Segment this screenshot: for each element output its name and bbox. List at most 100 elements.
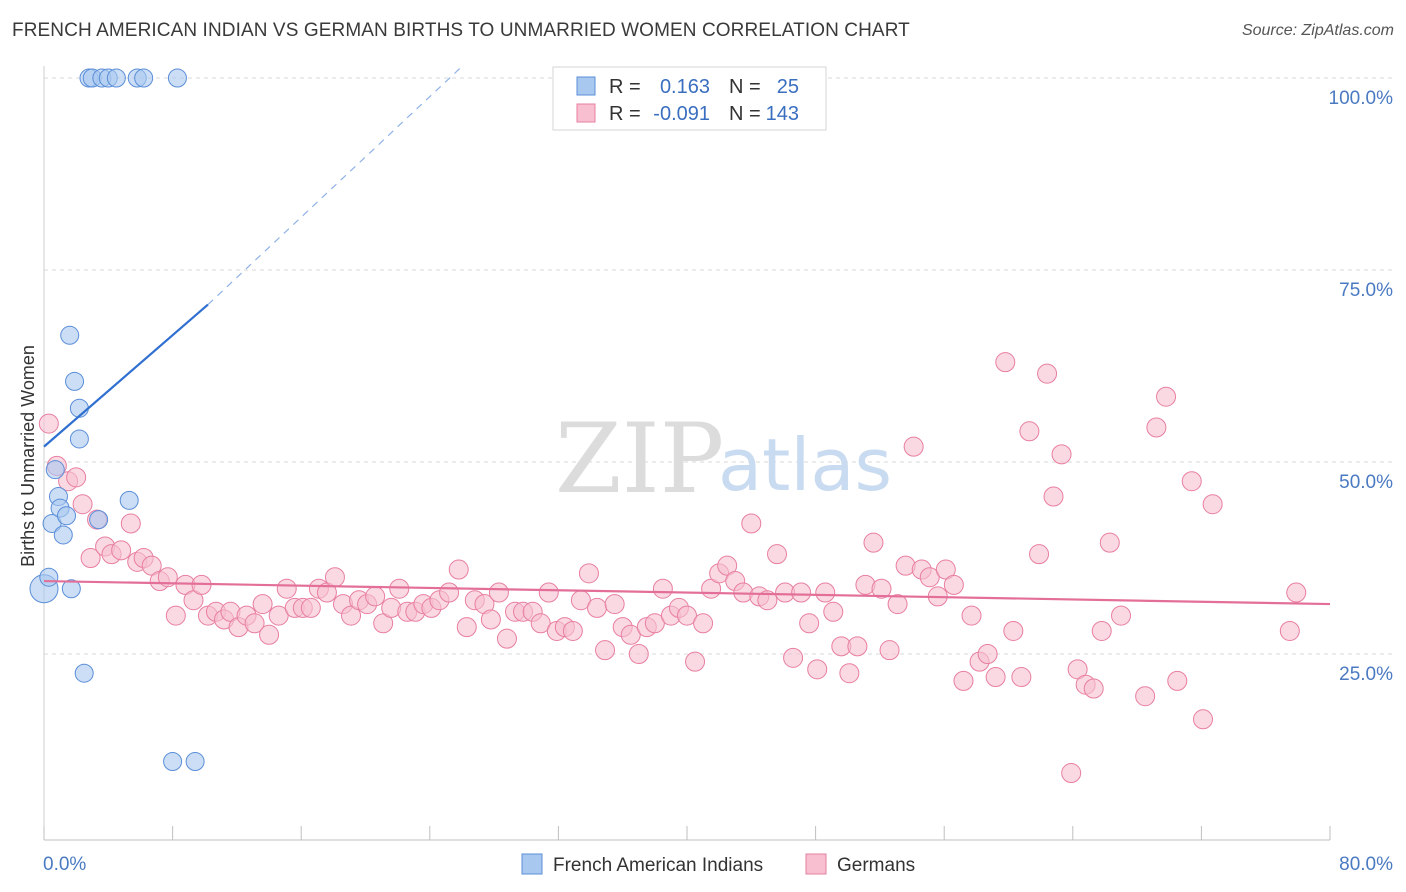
german-point: [995, 352, 1016, 373]
german-point: [961, 605, 982, 626]
german-point: [276, 578, 297, 599]
french-american-indian-point: [74, 663, 94, 683]
german-point: [480, 609, 501, 630]
chart-title: FRENCH AMERICAN INDIAN VS GERMAN BIRTHS …: [12, 20, 910, 41]
german-point: [120, 513, 141, 534]
german-point: [604, 594, 625, 615]
german-point: [586, 597, 607, 618]
german-point: [538, 582, 559, 603]
german-point: [871, 578, 892, 599]
german-point: [815, 582, 836, 603]
german-point: [903, 436, 924, 457]
y-tick-labels: 25.0% 50.0% 75.0% 100.0%: [1329, 88, 1394, 685]
watermark: ZIP atlas: [555, 403, 892, 515]
german-point: [578, 563, 599, 584]
german-point: [1181, 471, 1202, 492]
legend-swatch: [805, 853, 827, 875]
french-american-indian-point: [60, 325, 80, 345]
german-point: [652, 578, 673, 599]
german-point: [757, 590, 778, 611]
german-point: [488, 582, 509, 603]
german-point: [1091, 620, 1112, 641]
german-point: [693, 613, 714, 634]
y-axis-label: Births to Unmarried Women: [18, 345, 38, 567]
watermark-atlas: atlas: [718, 423, 892, 507]
french-american-indian-point: [69, 429, 89, 449]
german-point: [783, 647, 804, 668]
german-point: [300, 597, 321, 618]
german-point: [1135, 686, 1156, 707]
german-point: [1286, 582, 1307, 603]
source-label: Source: ZipAtlas.com: [1241, 22, 1394, 39]
german-point: [562, 620, 583, 641]
german-point: [677, 605, 697, 626]
german-point: [1061, 763, 1082, 784]
y-tick-label: 25.0%: [1339, 664, 1393, 685]
x-tick-label: 80.0%: [1339, 854, 1393, 875]
german-point: [1146, 417, 1167, 438]
legend-swatch: [521, 853, 543, 875]
legend-r-value: 0.163: [660, 76, 710, 98]
german-point: [628, 644, 649, 664]
legend-n-label: N =: [729, 76, 761, 98]
french-american-indian-point: [134, 68, 154, 88]
german-point: [80, 548, 101, 568]
german-point: [496, 628, 517, 649]
axes: [43, 66, 1331, 841]
german-point: [38, 413, 59, 434]
german-point: [1043, 486, 1064, 507]
x-tick-labels: 0.0% 80.0%: [43, 854, 1393, 875]
french-american-indians-trend-extension: [207, 66, 463, 305]
x-tick-label: 0.0%: [43, 854, 86, 875]
german-point: [741, 513, 762, 534]
german-point: [252, 594, 273, 615]
german-point: [66, 467, 87, 488]
german-point: [389, 578, 410, 599]
german-point: [324, 567, 345, 588]
german-point: [165, 605, 186, 626]
series-legend: French American Indians Germans: [521, 853, 915, 876]
french-american-indian-point: [61, 579, 81, 599]
legend-r-label: R =: [609, 103, 641, 125]
trend-lines: [43, 66, 1331, 606]
german-point: [767, 544, 788, 565]
german-point: [456, 617, 477, 638]
french-american-indian-point: [167, 68, 187, 88]
german-point: [1003, 620, 1024, 641]
german-point: [259, 624, 280, 645]
legend-n-label: N =: [729, 103, 761, 125]
german-point: [530, 613, 551, 634]
german-point: [1202, 494, 1223, 515]
german-point: [620, 624, 641, 645]
germans-points: [38, 352, 1307, 784]
german-point: [1083, 678, 1104, 699]
german-point: [1051, 444, 1072, 465]
legend-swatch: [576, 76, 596, 96]
german-point: [1193, 709, 1214, 730]
german-point: [268, 605, 289, 626]
french-american-indian-point: [163, 752, 183, 772]
y-tick-label: 50.0%: [1339, 472, 1393, 493]
y-tick-label: 75.0%: [1339, 280, 1393, 301]
german-point: [439, 582, 460, 603]
grid-lines: [44, 77, 1392, 655]
german-point: [1099, 532, 1120, 553]
german-point: [807, 659, 828, 680]
german-point: [1111, 605, 1132, 626]
legend-n-value: 143: [766, 103, 799, 125]
german-point: [1011, 667, 1032, 688]
german-point: [953, 670, 974, 691]
german-point: [1029, 544, 1050, 565]
german-point: [111, 540, 132, 561]
german-point: [644, 613, 665, 634]
french-american-indian-point: [57, 506, 77, 526]
legend-swatch: [576, 103, 596, 123]
german-point: [943, 574, 964, 595]
german-point: [879, 640, 900, 661]
french-american-indian-point: [106, 68, 126, 88]
watermark-zip: ZIP: [555, 403, 724, 515]
german-point: [919, 567, 940, 588]
german-point: [595, 640, 616, 661]
y-tick-label: 100.0%: [1329, 88, 1394, 109]
